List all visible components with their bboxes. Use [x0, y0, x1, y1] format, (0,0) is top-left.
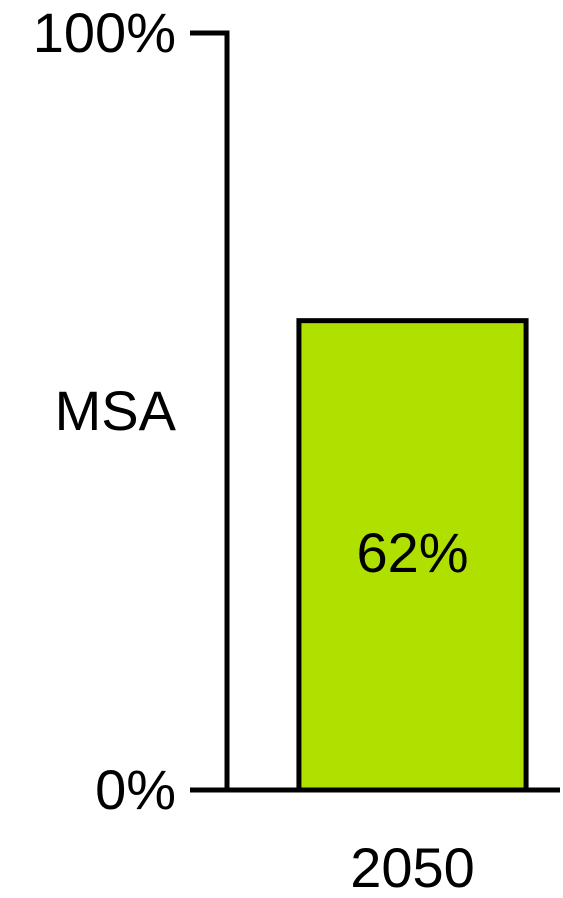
- x-tick-label: 2050: [350, 836, 475, 898]
- y-tick-label: 100%: [33, 1, 176, 64]
- value-label: 62%: [356, 521, 468, 584]
- y-axis-label: MSA: [55, 379, 177, 442]
- y-tick-label: 0%: [95, 758, 176, 821]
- bar: [296, 318, 529, 793]
